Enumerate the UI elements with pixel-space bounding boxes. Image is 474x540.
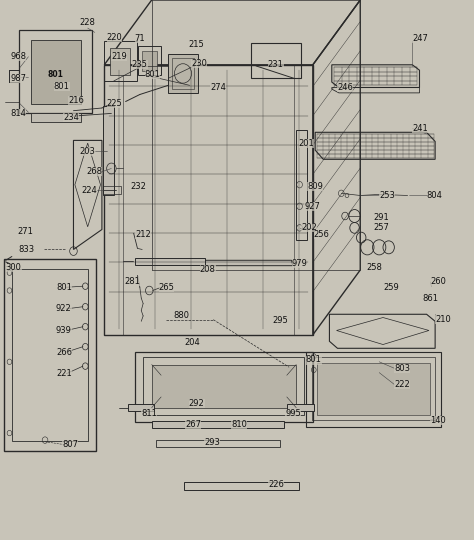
Text: 801: 801 (54, 82, 70, 91)
Polygon shape (152, 364, 296, 408)
Bar (31, 40, 81, 104)
Text: 234: 234 (63, 112, 79, 122)
Text: 257: 257 (374, 224, 389, 232)
Text: 861: 861 (423, 294, 439, 302)
Text: 256: 256 (314, 231, 329, 239)
Text: 208: 208 (200, 265, 216, 274)
Text: 140: 140 (430, 416, 446, 424)
Text: 219: 219 (111, 52, 127, 61)
Bar (103, 106, 114, 195)
Text: 271: 271 (18, 227, 33, 235)
Text: 979: 979 (292, 259, 307, 268)
Bar (19, 30, 92, 113)
Text: 71: 71 (135, 34, 145, 43)
Text: 267: 267 (185, 420, 201, 429)
Text: 225: 225 (107, 99, 122, 108)
Text: 811: 811 (142, 409, 157, 417)
Text: 268: 268 (86, 167, 102, 176)
Text: 253: 253 (379, 191, 395, 200)
Polygon shape (204, 260, 293, 266)
Text: 300: 300 (6, 263, 21, 272)
Text: 228: 228 (80, 18, 96, 27)
Text: 801: 801 (56, 283, 72, 292)
Text: 220: 220 (107, 33, 122, 42)
Text: 246: 246 (337, 83, 353, 92)
Bar (12, 269, 88, 441)
Bar (104, 40, 137, 81)
Text: 809: 809 (307, 182, 323, 191)
Text: 801: 801 (306, 355, 322, 364)
Text: 203: 203 (79, 147, 95, 156)
Bar (168, 54, 198, 93)
Text: 281: 281 (124, 278, 140, 286)
Text: 215: 215 (189, 39, 205, 49)
Text: 247: 247 (412, 35, 428, 43)
Text: 259: 259 (383, 283, 399, 292)
Text: 210: 210 (435, 315, 451, 324)
Text: 201: 201 (299, 139, 314, 147)
Text: 987: 987 (10, 74, 26, 83)
Bar (142, 51, 157, 71)
Text: 265: 265 (159, 283, 174, 292)
Text: 222: 222 (394, 380, 410, 389)
Polygon shape (287, 404, 314, 411)
Text: 807: 807 (62, 440, 78, 449)
Polygon shape (31, 113, 81, 122)
Text: 212: 212 (135, 231, 151, 239)
Text: 241: 241 (412, 124, 428, 133)
Text: 231: 231 (268, 60, 283, 69)
Text: 801: 801 (48, 70, 64, 79)
Polygon shape (317, 363, 430, 415)
Bar (172, 58, 194, 89)
Text: 216: 216 (68, 96, 84, 105)
Text: 292: 292 (189, 399, 205, 408)
Bar (104, 65, 123, 335)
Text: 204: 204 (184, 338, 200, 347)
Text: 274: 274 (210, 83, 226, 92)
Text: 814: 814 (10, 109, 26, 118)
Text: 803: 803 (394, 364, 410, 373)
Text: 221: 221 (56, 369, 72, 378)
Polygon shape (135, 258, 205, 265)
Text: 291: 291 (374, 213, 389, 221)
Text: 230: 230 (191, 58, 207, 68)
Text: 810: 810 (231, 420, 247, 429)
Text: 295: 295 (273, 316, 289, 325)
Text: 939: 939 (56, 326, 72, 335)
Bar (110, 48, 130, 75)
Text: 880: 880 (173, 310, 189, 320)
Text: 202: 202 (301, 224, 317, 232)
Bar (251, 43, 301, 78)
Text: 224: 224 (82, 186, 97, 194)
Text: 804: 804 (427, 191, 442, 200)
Text: 968: 968 (10, 52, 26, 61)
Text: 922: 922 (56, 305, 72, 313)
Text: 235: 235 (132, 60, 147, 69)
Text: 266: 266 (56, 348, 72, 356)
Text: 995: 995 (285, 409, 301, 417)
Text: 833: 833 (18, 245, 34, 254)
Text: 801: 801 (145, 70, 160, 79)
Bar (294, 65, 313, 335)
Polygon shape (152, 421, 284, 428)
Bar (4, 259, 96, 451)
Text: 260: 260 (430, 278, 446, 286)
Bar (296, 130, 307, 240)
Text: 226: 226 (268, 480, 284, 489)
Text: 232: 232 (130, 182, 146, 191)
Text: 927: 927 (304, 202, 320, 211)
Bar (138, 46, 161, 75)
Polygon shape (128, 404, 154, 411)
Text: 258: 258 (366, 263, 382, 272)
Text: 293: 293 (204, 438, 220, 447)
